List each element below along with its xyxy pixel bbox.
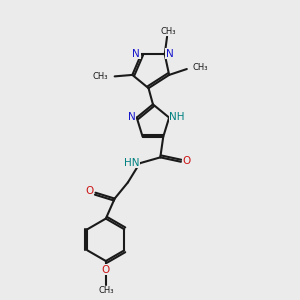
Text: CH₃: CH₃	[98, 286, 114, 295]
Text: O: O	[102, 265, 110, 275]
Text: N: N	[132, 49, 140, 59]
Text: HN: HN	[124, 158, 140, 168]
Text: N: N	[166, 49, 174, 59]
Text: NH: NH	[169, 112, 185, 122]
Text: CH₃: CH₃	[193, 63, 208, 72]
Text: CH₃: CH₃	[161, 27, 176, 36]
Text: N: N	[128, 112, 135, 122]
Text: CH₃: CH₃	[93, 72, 108, 81]
Text: O: O	[183, 156, 191, 166]
Text: O: O	[85, 186, 93, 196]
